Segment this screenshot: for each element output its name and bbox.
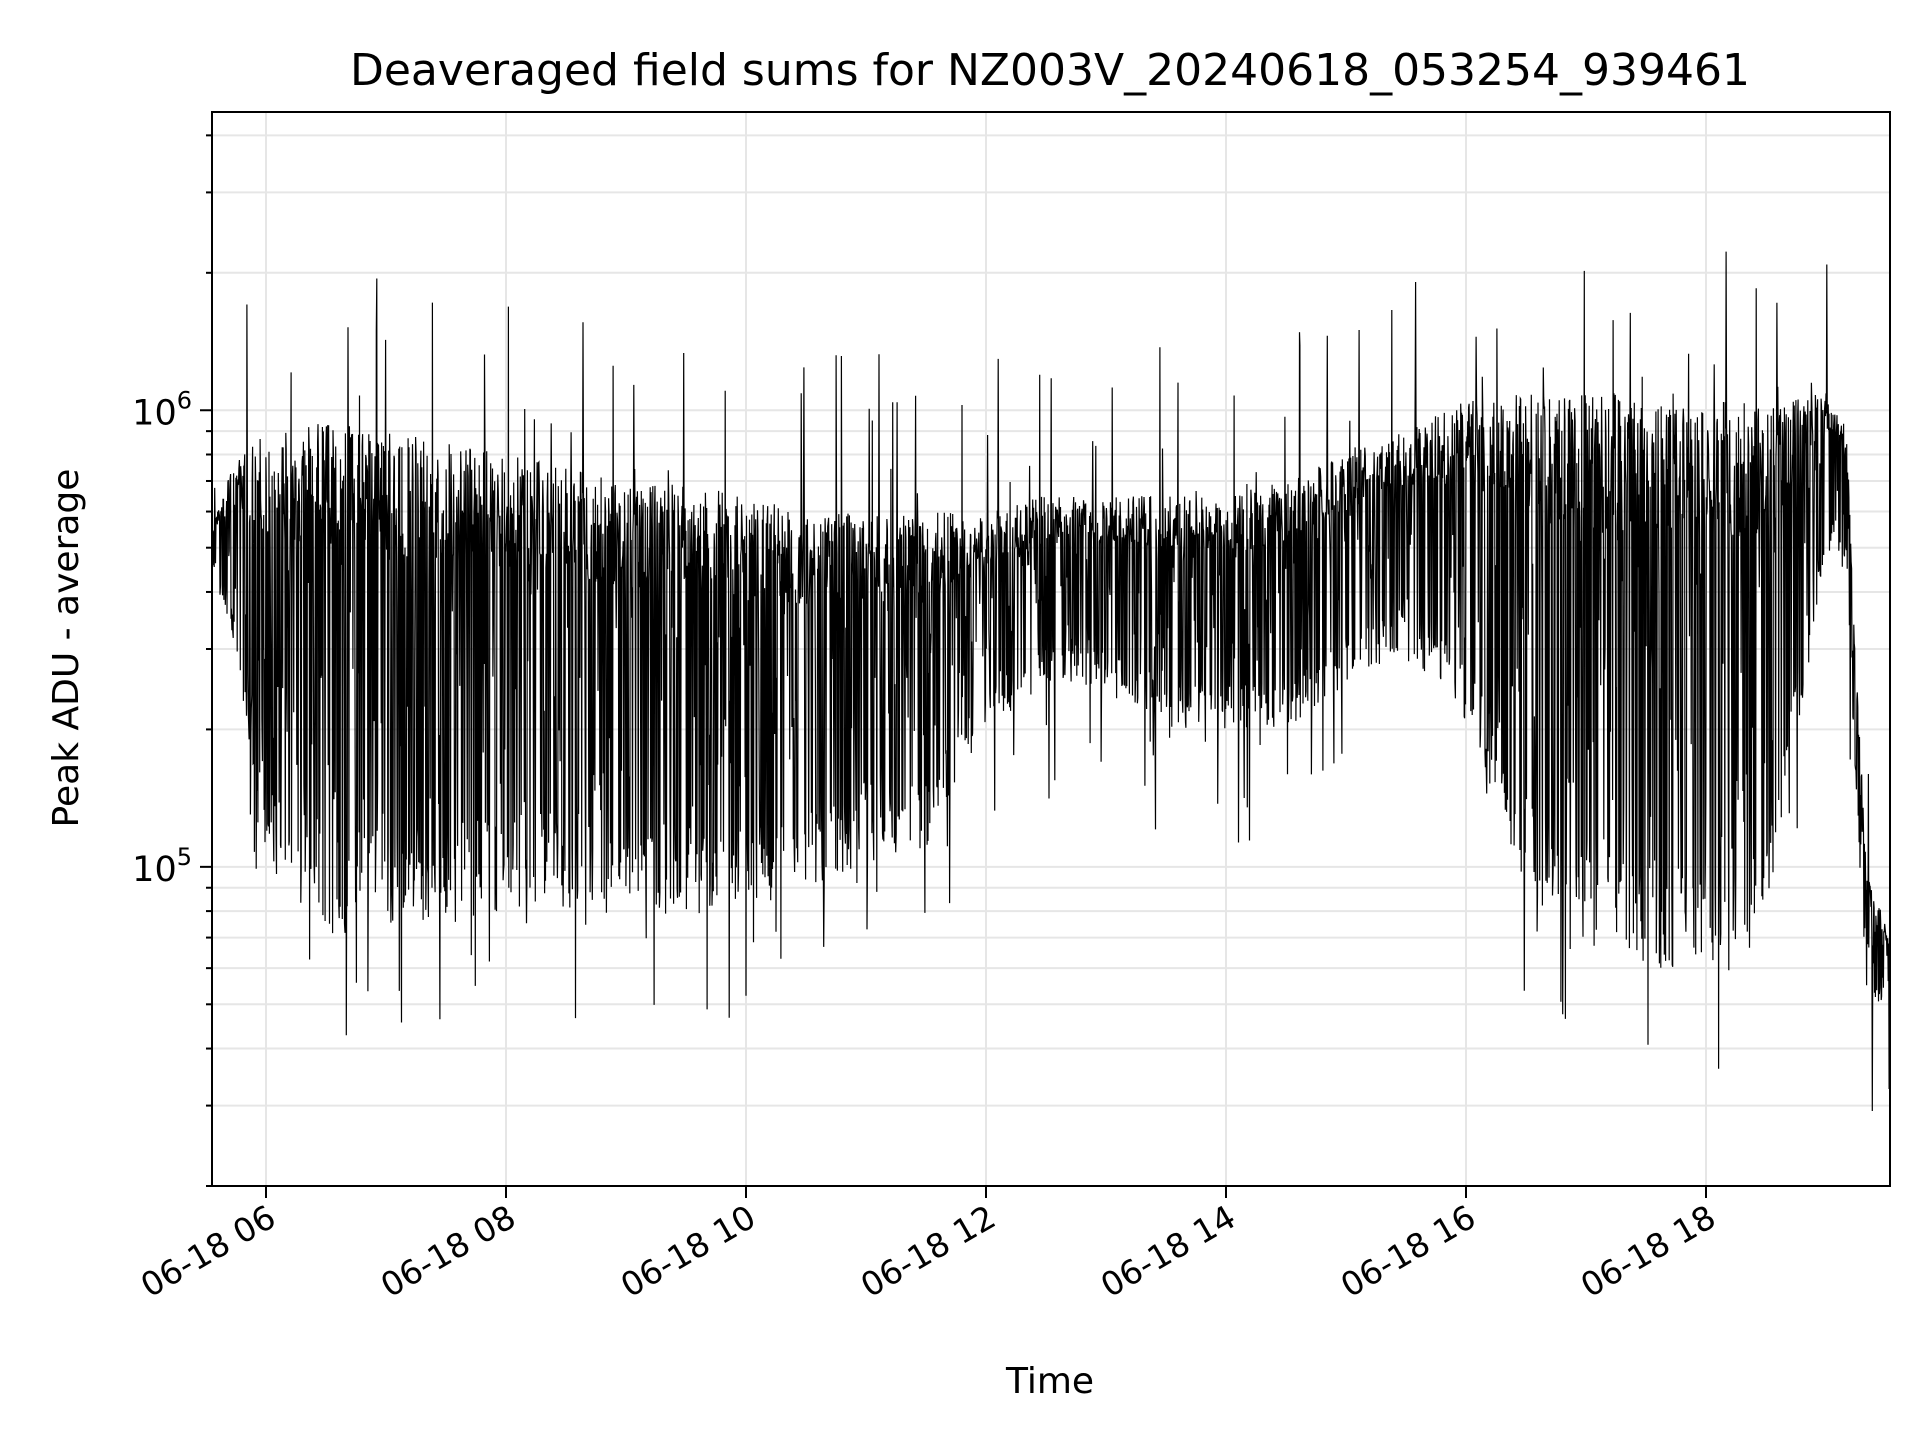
y-axis-label: Peak ADU - average — [46, 469, 87, 828]
series-line-path — [211, 251, 1891, 1112]
y-tick-label: 106 — [132, 386, 192, 433]
chart-title: Deaveraged field sums for NZ003V_2024061… — [350, 45, 1750, 96]
x-axis-label: Time — [1005, 1361, 1094, 1402]
y-tick-exponent: 6 — [177, 386, 192, 414]
y-tick-label: 105 — [132, 843, 192, 890]
y-tick-base: 10 — [132, 850, 177, 890]
y-tick-base: 10 — [132, 393, 177, 433]
y-tick-exponent: 5 — [177, 843, 192, 871]
series-line — [211, 251, 1891, 1112]
